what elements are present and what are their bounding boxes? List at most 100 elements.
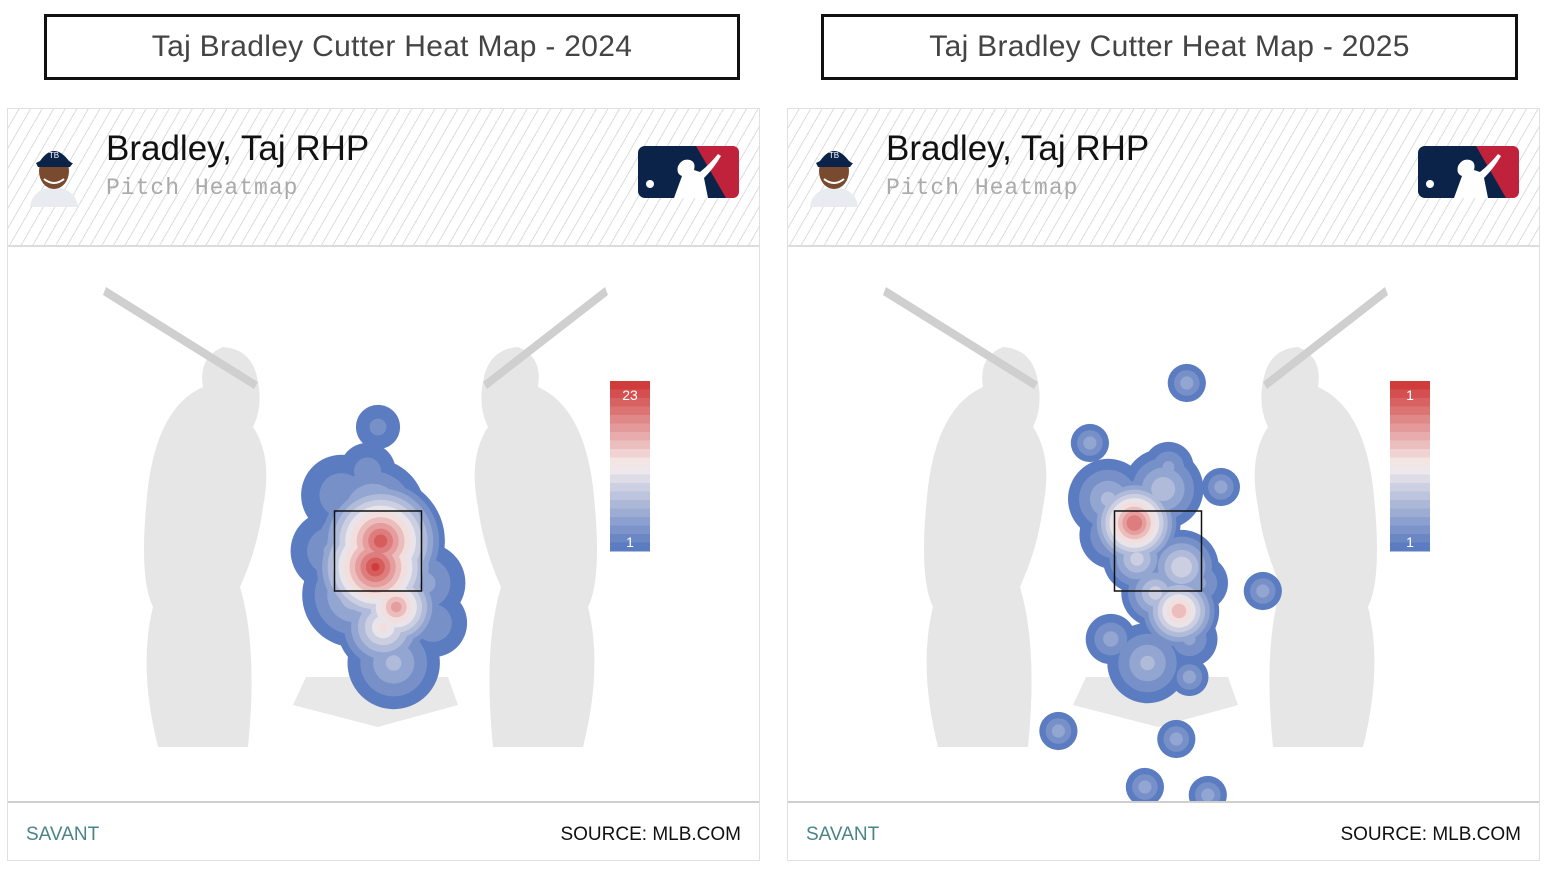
legend-swatch-10 (1390, 466, 1430, 475)
heat-contour-20-2 (1201, 788, 1215, 802)
heat-contour-4-4 (1148, 586, 1163, 600)
heat-contour-12-1 (354, 457, 381, 485)
heatmap-card-2024: TB Bradley, Taj RHP Pitch Heatmap 23 1 SA… (7, 108, 760, 861)
legend-swatch-8 (1390, 449, 1430, 458)
legend-swatch-11 (610, 474, 650, 484)
legend-swatch-13 (1390, 491, 1430, 501)
legend-swatch-2 (1390, 398, 1430, 407)
source-label: SOURCE: MLB.COM (560, 824, 741, 845)
batter-silhouette-left (144, 347, 267, 747)
legend-min-label: 1 (626, 534, 634, 550)
legend-swatch-15 (610, 508, 650, 518)
mlb-logo (638, 146, 739, 198)
legend-swatch-16 (1390, 517, 1430, 526)
legend-swatch-18 (610, 534, 650, 543)
legend-swatch-5 (1390, 423, 1430, 433)
legend-swatch-12 (610, 483, 650, 492)
legend-swatch-4 (1390, 415, 1430, 424)
heat-contour-22-2 (1169, 732, 1183, 746)
legend-swatch-0 (1390, 381, 1430, 390)
heatmap-svg-2025: 11 (883, 287, 1430, 863)
svg-text:TB: TB (829, 151, 839, 160)
subtitle: Pitch Heatmap (886, 175, 1079, 201)
card-header: TB Bradley, Taj RHP Pitch Heatmap (8, 109, 759, 247)
svg-text:TB: TB (49, 151, 59, 160)
heat-contour-15-2 (1256, 584, 1270, 598)
legend-swatch-2 (610, 398, 650, 407)
legend-swatch-13 (610, 491, 650, 501)
color-legend: 11 (1390, 381, 1430, 552)
legend-swatch-9 (610, 457, 650, 467)
legend-swatch-15 (1390, 508, 1430, 518)
legend-swatch-18 (1390, 534, 1430, 543)
bat-left (103, 287, 258, 389)
legend-swatch-9 (1390, 457, 1430, 467)
heat-contour-6-3 (1100, 491, 1116, 507)
mlb-logo (1418, 146, 1519, 198)
player-avatar: TB (30, 151, 78, 207)
player-avatar: TB (810, 151, 858, 207)
chart-title-2024: Taj Bradley Cutter Heat Map - 2024 (44, 14, 740, 80)
heat-contour-3-4 (1171, 556, 1192, 578)
heat-contour-0-9 (1126, 515, 1143, 531)
card-footer: SAVANT SOURCE: MLB.COM (788, 801, 1539, 863)
legend-swatch-3 (1390, 406, 1430, 416)
heat-contour-2-8 (391, 601, 402, 613)
heatmap-plot: 23 1 (8, 247, 759, 801)
bat-left (883, 287, 1038, 389)
strike-zone (1113, 510, 1203, 592)
legend-swatch-0 (610, 381, 650, 390)
heat-contour-14-2 (1214, 480, 1228, 494)
heat-contour-13-2 (1182, 670, 1196, 684)
heat-contour-7-3 (385, 655, 402, 671)
heat-contour-3-6 (378, 622, 388, 632)
strike-zone (333, 510, 423, 592)
card-header: TB Bradley, Taj RHP Pitch Heatmap (788, 109, 1539, 247)
legend-swatch-14 (610, 500, 650, 509)
legend-swatch-19 (610, 542, 650, 552)
card-footer: SAVANT SOURCE: MLB.COM (8, 801, 759, 863)
heat-layer (290, 404, 468, 710)
heat-contour-19-2 (1138, 780, 1152, 794)
legend-min-label: 1 (1406, 534, 1414, 550)
savant-link[interactable]: SAVANT (26, 824, 100, 845)
legend-swatch-6 (610, 432, 650, 441)
legend-max-label: 1 (1406, 387, 1414, 403)
legend-swatch-19 (1390, 542, 1430, 552)
bat-right (1263, 287, 1388, 389)
player-name: Bradley, Taj RHP (886, 129, 1150, 168)
legend-swatch-7 (610, 440, 650, 450)
batter-silhouette-right (1254, 347, 1377, 747)
heat-contour-5-3 (1151, 477, 1176, 501)
heat-contour-16-2 (1083, 436, 1097, 450)
chart-title-2025: Taj Bradley Cutter Heat Map - 2025 (821, 14, 1518, 80)
legend-swatch-17 (610, 525, 650, 535)
heat-contour-12-2 (1193, 576, 1207, 590)
legend-swatch-12 (1390, 483, 1430, 492)
legend-swatch-6 (1390, 432, 1430, 441)
player-name: Bradley, Taj RHP (106, 129, 370, 168)
legend-swatch-3 (610, 406, 650, 416)
heat-contour-1-11 (371, 563, 380, 571)
legend-swatch-7 (1390, 440, 1430, 450)
heat-contour-10-2 (1103, 631, 1119, 647)
legend-swatch-14 (1390, 500, 1430, 509)
heat-contour-13-1 (369, 418, 387, 436)
legend-swatch-17 (1390, 525, 1430, 535)
legend-max-label: 23 (622, 387, 638, 403)
heat-layer (1039, 363, 1282, 863)
color-legend: 23 1 (610, 381, 650, 552)
heat-contour-11-2 (1162, 461, 1175, 473)
batter-silhouettes (883, 287, 1388, 747)
legend-swatch-11 (1390, 474, 1430, 484)
subtitle: Pitch Heatmap (106, 175, 299, 201)
savant-link[interactable]: SAVANT (806, 824, 880, 845)
legend-swatch-5 (610, 423, 650, 433)
legend-swatch-10 (610, 466, 650, 475)
legend-swatch-1 (1390, 389, 1430, 399)
heat-contour-0-10 (374, 534, 388, 548)
heat-contour-2-4 (1130, 552, 1144, 566)
heatmap-svg-2024: 23 1 (103, 287, 650, 747)
batter-silhouette-left (924, 347, 1047, 747)
